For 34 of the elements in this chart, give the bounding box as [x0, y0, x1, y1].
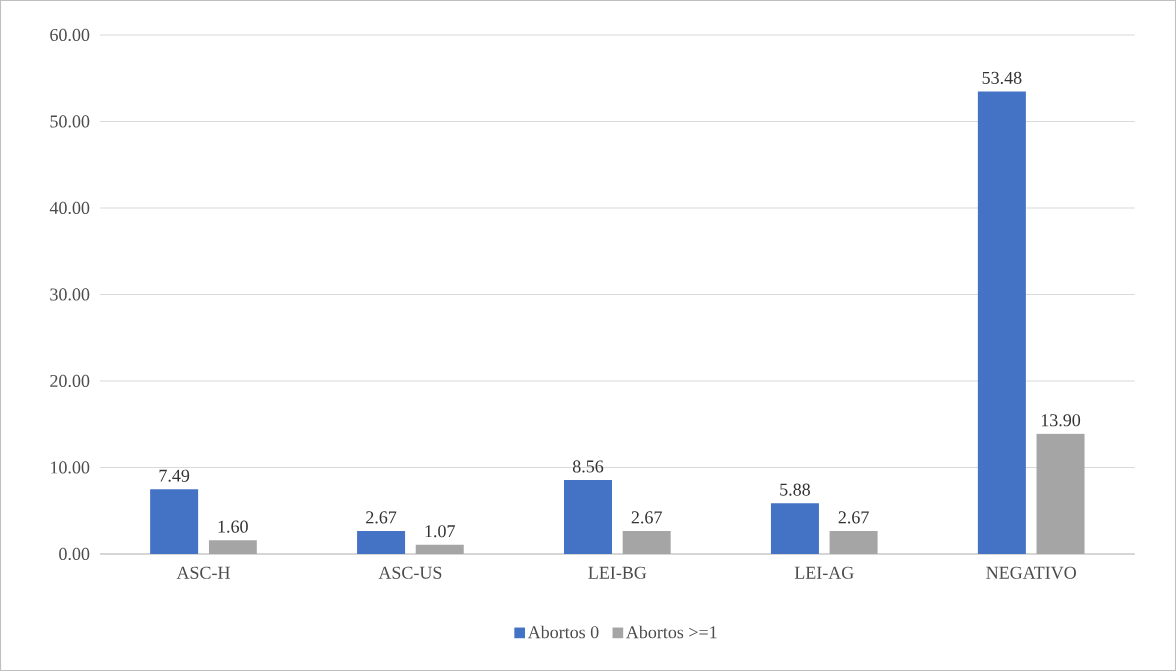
data-label: 2.67 [366, 511, 397, 524]
bar [770, 503, 819, 554]
data-label: 1.07 [425, 525, 455, 538]
data-label: 1.60 [218, 520, 248, 533]
y-tick-label: 20.00 [50, 374, 90, 388]
x-tick-label: NEGATIVO [986, 566, 1076, 579]
data-label: 8.56 [572, 460, 604, 473]
x-tick-label: ASC-H [176, 566, 230, 579]
y-tick-label: 60.00 [50, 28, 90, 42]
x-tick-label: ASC-US [378, 566, 442, 579]
bar [150, 489, 199, 554]
x-tick-label: LEI-BG [588, 566, 647, 579]
y-tick-label: 50.00 [50, 115, 90, 128]
bar [564, 479, 612, 554]
bar [622, 530, 671, 554]
bar [208, 540, 257, 554]
data-label: 2.67 [838, 511, 869, 524]
bar [357, 530, 406, 554]
y-tick-label: 0.00 [59, 547, 90, 561]
y-tick-label: 40.00 [49, 201, 90, 215]
bar [977, 91, 1026, 554]
bar [829, 530, 878, 554]
data-label: 2.67 [631, 511, 662, 524]
bar [1036, 433, 1085, 554]
x-tick-label: LEI-AG [794, 566, 854, 579]
data-label: 7.49 [159, 469, 190, 482]
data-label: 13.90 [1041, 414, 1081, 427]
legend-label: Abortos 0 [527, 625, 599, 639]
y-tick-label: 30.00 [50, 288, 90, 301]
bar [415, 544, 464, 554]
legend-label: Abortos >=1 [626, 625, 717, 639]
y-tick-label: 10.00 [51, 461, 90, 474]
data-label: 5.88 [780, 483, 811, 496]
data-label: 53.48 [982, 71, 1022, 85]
